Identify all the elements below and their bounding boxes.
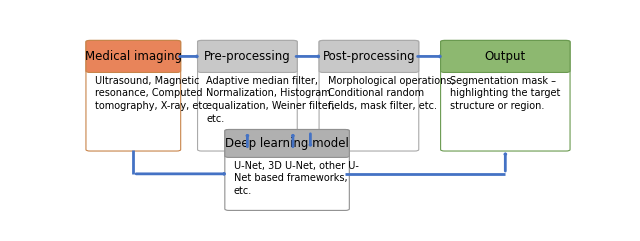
- FancyBboxPatch shape: [225, 129, 349, 210]
- Text: Output: Output: [484, 50, 526, 63]
- Bar: [202, 58, 293, 71]
- Text: Morphological operations,
Conditional random
fields, mask filter, etc.: Morphological operations, Conditional ra…: [328, 76, 454, 111]
- FancyBboxPatch shape: [319, 40, 419, 73]
- FancyBboxPatch shape: [86, 40, 180, 151]
- FancyBboxPatch shape: [319, 40, 419, 151]
- Text: U-Net, 3D U-Net, other U-
Net based frameworks,
etc.: U-Net, 3D U-Net, other U- Net based fram…: [234, 161, 358, 196]
- Bar: [90, 58, 177, 71]
- Text: Ultrasound, Magnetic
resonance, Computed
tomography, X-ray, etc.: Ultrasound, Magnetic resonance, Computed…: [95, 76, 211, 111]
- Text: Post-processing: Post-processing: [323, 50, 415, 63]
- FancyBboxPatch shape: [86, 40, 180, 73]
- Bar: [229, 145, 346, 156]
- Text: Deep learning model: Deep learning model: [225, 137, 349, 150]
- FancyBboxPatch shape: [198, 40, 297, 73]
- Text: Adaptive median filter,
Normalization, Histogram
equalization, Weiner filter,
et: Adaptive median filter, Normalization, H…: [207, 76, 335, 124]
- FancyBboxPatch shape: [198, 40, 297, 151]
- Bar: [445, 58, 566, 71]
- FancyBboxPatch shape: [225, 129, 349, 157]
- FancyBboxPatch shape: [440, 40, 570, 151]
- Text: Pre-processing: Pre-processing: [204, 50, 291, 63]
- FancyBboxPatch shape: [440, 40, 570, 73]
- Text: Medical imaging: Medical imaging: [85, 50, 182, 63]
- Text: Segmentation mask –
highlighting the target
structure or region.: Segmentation mask – highlighting the tar…: [449, 76, 560, 111]
- Bar: [323, 58, 415, 71]
